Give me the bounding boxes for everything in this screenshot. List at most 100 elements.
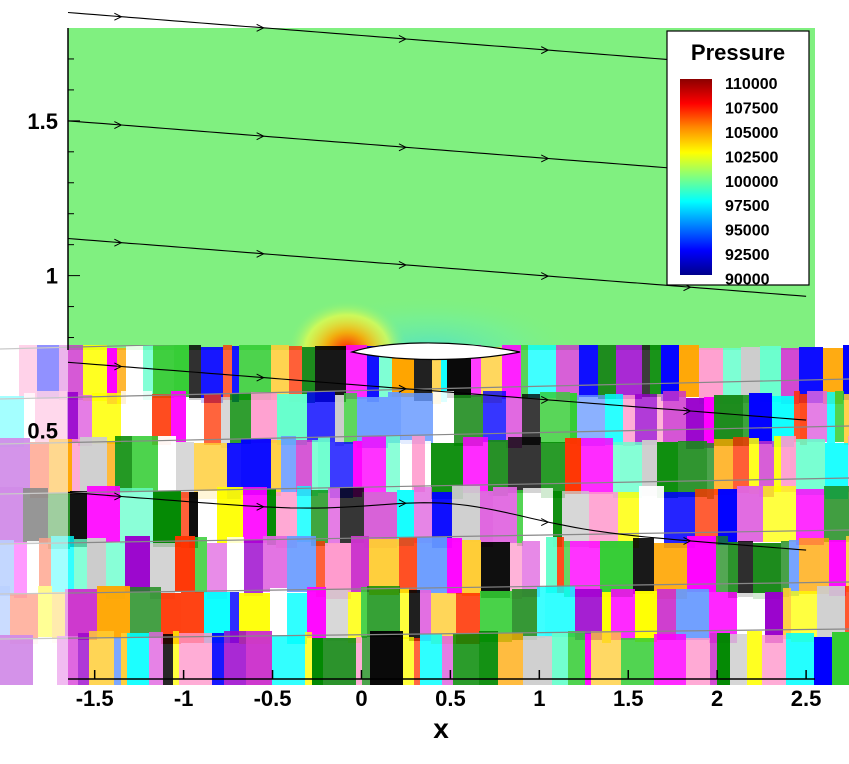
mesh-strip: [302, 347, 315, 403]
mesh-strip: [661, 345, 679, 401]
mesh-strip: [789, 540, 799, 596]
streamline-arrow: [398, 384, 408, 393]
mesh-strip: [441, 346, 447, 402]
mesh-strip: [796, 439, 825, 495]
colorbar-label: 90000: [725, 271, 770, 288]
mesh-strip: [462, 540, 481, 596]
mesh-strip: [330, 442, 353, 498]
mesh-strip: [130, 587, 161, 638]
mesh-strip: [743, 395, 749, 446]
mesh-strip: [353, 441, 362, 497]
mesh-strip: [471, 345, 481, 397]
mesh-strip: [251, 392, 277, 443]
mesh-strip: [179, 633, 212, 685]
mesh-seam: [0, 425, 849, 445]
mesh-strip: [738, 541, 753, 597]
mesh-strip: [433, 391, 454, 442]
mesh-strip: [181, 492, 189, 548]
mesh-strip: [540, 542, 546, 598]
mesh-strip: [581, 438, 613, 494]
mesh-strip: [364, 492, 397, 548]
mesh-strip: [807, 391, 827, 442]
mesh-strip: [546, 537, 557, 593]
mesh-strip: [174, 345, 189, 397]
mesh-strip: [737, 486, 763, 542]
mesh-strip: [243, 487, 267, 543]
mesh-strip: [747, 631, 762, 685]
mesh-strip: [425, 441, 431, 497]
mesh-strip: [305, 632, 312, 685]
mesh-strip: [786, 633, 814, 685]
mesh-strip: [386, 436, 400, 492]
mesh-strip: [361, 587, 367, 638]
mesh-strip: [635, 591, 657, 642]
mesh-strip: [67, 392, 78, 443]
mesh-strip: [760, 346, 781, 402]
colorbar-label: 107500: [725, 101, 778, 118]
mesh-strip: [605, 394, 623, 445]
mesh-strip: [106, 543, 125, 599]
airfoil-shape: [349, 342, 521, 361]
mesh-strip: [522, 541, 540, 597]
mesh-strip: [506, 397, 522, 448]
mesh-strip: [239, 345, 271, 400]
mesh-strip: [565, 438, 581, 494]
mesh-strip: [143, 345, 153, 400]
mesh-strip: [227, 443, 241, 499]
mesh-strip: [369, 539, 399, 595]
mesh-strip: [537, 587, 545, 638]
mesh-strip: [733, 437, 749, 493]
mesh-strip: [204, 394, 221, 445]
mesh-strip: [351, 536, 369, 592]
mesh-strip: [311, 490, 328, 546]
streamline-arrow: [114, 238, 123, 247]
mesh-strip: [417, 537, 447, 593]
streamline-arrow: [398, 499, 408, 508]
mesh-strip: [227, 537, 244, 593]
mesh-strip: [400, 440, 412, 496]
colorbar-label: 102500: [725, 149, 778, 166]
streamline-arrow: [683, 407, 692, 415]
mesh-strip: [843, 345, 849, 400]
mesh-strip: [613, 442, 642, 498]
mesh-strip: [171, 391, 186, 442]
corrupted-mesh-region: [0, 345, 849, 685]
mesh-strip: [772, 396, 794, 447]
mesh-strip: [589, 492, 618, 548]
mesh-strip: [175, 536, 195, 592]
mesh-strip: [553, 491, 562, 547]
mesh-strip: [579, 345, 598, 397]
mesh-strip: [717, 633, 730, 685]
streamline-arrow: [398, 35, 408, 43]
mesh-strip: [562, 491, 589, 547]
mesh-strip: [127, 633, 149, 685]
colorbar-label: 100000: [725, 174, 778, 191]
colorbar-labels: 110000 107500 105000 102500 100000 97500 95000…: [725, 76, 778, 288]
mesh-strip: [263, 536, 287, 592]
mesh-strip: [730, 634, 747, 685]
mesh-strip: [316, 541, 325, 597]
mesh-seam: [0, 628, 849, 640]
mesh-strip: [80, 437, 107, 493]
mesh-strip: [412, 436, 425, 492]
streamline-arrow: [540, 518, 550, 527]
mesh-strip: [271, 440, 281, 496]
mesh-strip: [323, 638, 356, 685]
mesh-strip: [87, 538, 106, 594]
mesh-strip: [72, 439, 80, 495]
streamline-arrow: [540, 272, 550, 281]
mesh-strip: [846, 536, 849, 592]
mesh-strip: [318, 437, 330, 493]
mesh-strip: [781, 436, 796, 492]
mesh-strip: [723, 348, 741, 404]
mesh-strip: [414, 638, 420, 685]
mesh-strip: [115, 436, 132, 492]
mesh-strip: [114, 637, 121, 685]
mesh-strip: [173, 631, 179, 685]
streamline-arrow: [540, 154, 550, 163]
mesh-strip: [107, 348, 117, 404]
mesh-strip: [158, 436, 176, 492]
mesh-strip: [89, 631, 114, 685]
mesh-strip: [676, 589, 709, 640]
